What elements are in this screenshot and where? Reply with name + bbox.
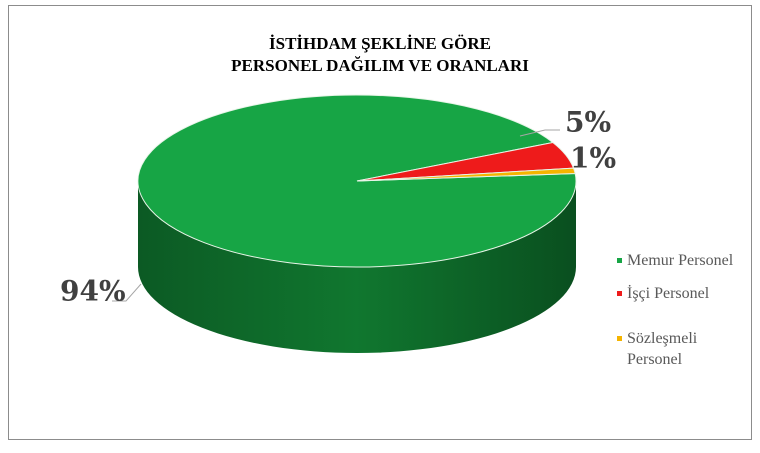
chart-title: İSTİHDAM ŞEKLİNE GÖRE bbox=[269, 34, 491, 53]
legend-label: İşçi Personel bbox=[627, 285, 710, 302]
legend: Memur Personel İşçi Personel Sözleşmeli Pe… bbox=[615, 250, 750, 382]
data-label: 5% bbox=[565, 106, 611, 139]
legend-swatch bbox=[617, 291, 622, 296]
legend-item: Sözleşmeli Personel bbox=[615, 328, 745, 370]
legend-item: İşçi Personel bbox=[615, 283, 745, 304]
data-label: 1% bbox=[570, 142, 616, 175]
pie-slice bbox=[356, 167, 576, 182]
leader-line bbox=[112, 283, 142, 302]
legend-item: Memur Personel bbox=[615, 250, 745, 271]
legend-swatch bbox=[617, 336, 622, 341]
legend-label: Sözleşmeli Personel bbox=[627, 330, 698, 368]
leader-line bbox=[519, 129, 560, 137]
legend-swatch bbox=[617, 258, 622, 263]
legend-label: Memur Personel bbox=[627, 252, 734, 269]
chart-title: PERSONEL DAĞILIM VE ORANLARI bbox=[231, 56, 529, 75]
data-label: 94% bbox=[60, 275, 126, 308]
